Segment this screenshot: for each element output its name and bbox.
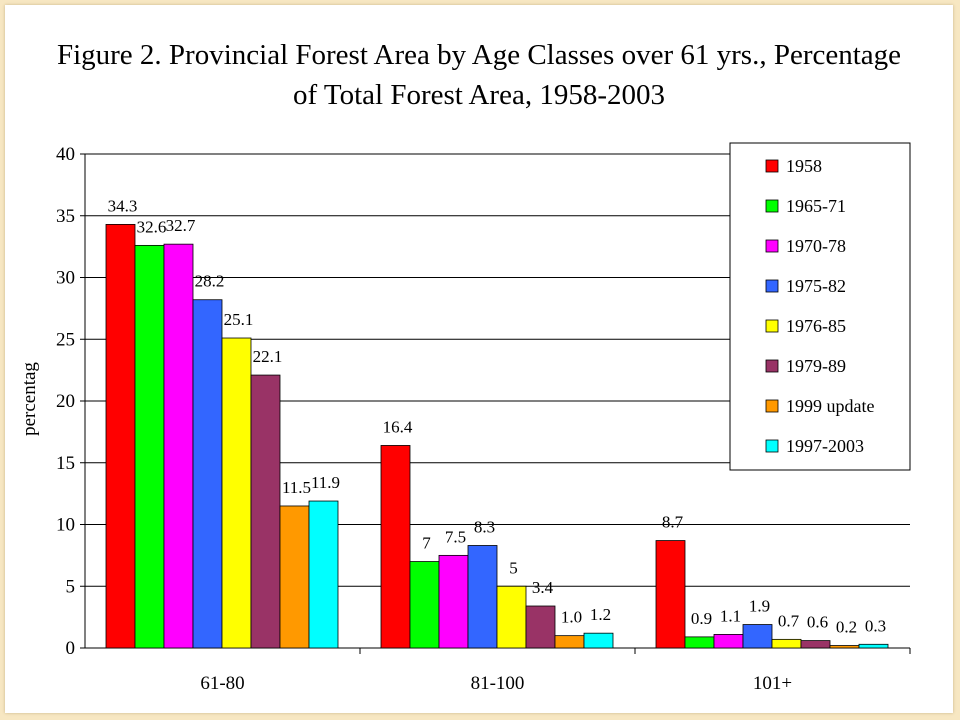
y-tick-label: 0	[66, 638, 76, 659]
bar	[134, 244, 165, 649]
bar	[192, 299, 223, 649]
legend-swatch	[765, 239, 779, 253]
data-label: 7.5	[445, 527, 466, 546]
data-label: 1.0	[561, 608, 582, 627]
legend-swatch	[765, 439, 779, 453]
bar	[409, 561, 440, 649]
bar	[655, 540, 686, 649]
bar	[742, 624, 773, 649]
y-tick-label: 5	[66, 576, 76, 597]
chart-title-line-2: of Total Forest Area, 1958-2003	[293, 79, 665, 111]
bar	[163, 243, 194, 649]
x-tick-label: 81-100	[471, 673, 525, 694]
y-axis-label: percentag	[19, 362, 40, 436]
bar	[279, 505, 310, 649]
legend-label: 1979-89	[786, 356, 846, 376]
legend-label: 1958	[786, 156, 822, 176]
y-tick-label: 30	[56, 268, 75, 289]
data-label: 8.3	[474, 517, 495, 536]
bar	[438, 554, 469, 649]
bar	[684, 636, 715, 649]
bar	[713, 634, 744, 649]
data-label: 1.2	[590, 605, 611, 624]
data-label: 32.6	[137, 217, 167, 236]
legend-label: 1965-71	[786, 196, 846, 216]
bar	[308, 500, 339, 649]
data-label: 1.1	[720, 606, 741, 625]
bar	[250, 374, 281, 649]
legend-label: 1975-82	[786, 276, 846, 296]
bar	[525, 605, 556, 649]
bar	[380, 445, 411, 649]
data-label: 3.4	[532, 578, 554, 597]
legend-swatch	[765, 199, 779, 213]
data-label: 5	[509, 558, 518, 577]
bar	[829, 645, 860, 649]
legend-swatch	[765, 319, 779, 333]
bar	[583, 632, 614, 649]
legend-swatch	[765, 359, 779, 373]
data-label: 8.7	[662, 513, 684, 532]
data-label: 28.2	[195, 272, 225, 291]
bar	[496, 585, 527, 649]
y-tick-label: 15	[56, 453, 75, 474]
y-tick-label: 40	[56, 144, 75, 165]
legend-swatch	[765, 399, 779, 413]
legend-label: 1997-2003	[786, 436, 864, 456]
data-label: 16.4	[383, 417, 413, 436]
bar	[800, 640, 831, 649]
legend-label: 1976-85	[786, 316, 846, 336]
legend-label: 1999 update	[786, 396, 874, 416]
bar	[221, 337, 252, 649]
chart-title-line-1: Figure 2. Provincial Forest Area by Age …	[56, 39, 902, 71]
x-tick-label: 101+	[753, 673, 792, 694]
y-tick-label: 20	[56, 391, 75, 412]
data-label: 0.6	[807, 613, 828, 632]
legend	[729, 142, 911, 471]
y-tick-label: 10	[56, 515, 75, 536]
slide-frame: Figure 2. Provincial Forest Area by Age …	[5, 5, 953, 713]
bar	[858, 643, 889, 649]
data-label: 22.1	[253, 347, 283, 366]
data-label: 7	[422, 534, 431, 553]
legend-swatch	[765, 159, 779, 173]
data-label: 0.9	[691, 609, 712, 628]
data-label: 34.3	[108, 196, 138, 215]
legend-swatch	[765, 279, 779, 293]
data-label: 0.2	[836, 618, 857, 637]
bar	[105, 223, 136, 649]
data-label: 0.7	[778, 611, 800, 630]
data-label: 0.3	[865, 616, 886, 635]
bar	[771, 638, 802, 649]
bar	[467, 545, 498, 649]
y-tick-label: 35	[56, 206, 75, 227]
bar-chart: 0 5 10 15 20 25 30 35 40 percentag 61-80 34.3 32.6 32…	[19, 142, 911, 694]
data-label: 25.1	[224, 310, 254, 329]
y-tick-label: 25	[56, 329, 75, 350]
x-tick-label: 61-80	[200, 673, 244, 694]
data-label: 11.5	[282, 478, 311, 497]
data-label: 11.9	[311, 473, 340, 492]
bar	[554, 635, 585, 649]
legend-label: 1970-78	[786, 236, 846, 256]
chart-title: Figure 2. Provincial Forest Area by Age …	[5, 35, 953, 115]
data-label: 32.7	[166, 216, 196, 235]
data-label: 1.9	[749, 597, 770, 616]
